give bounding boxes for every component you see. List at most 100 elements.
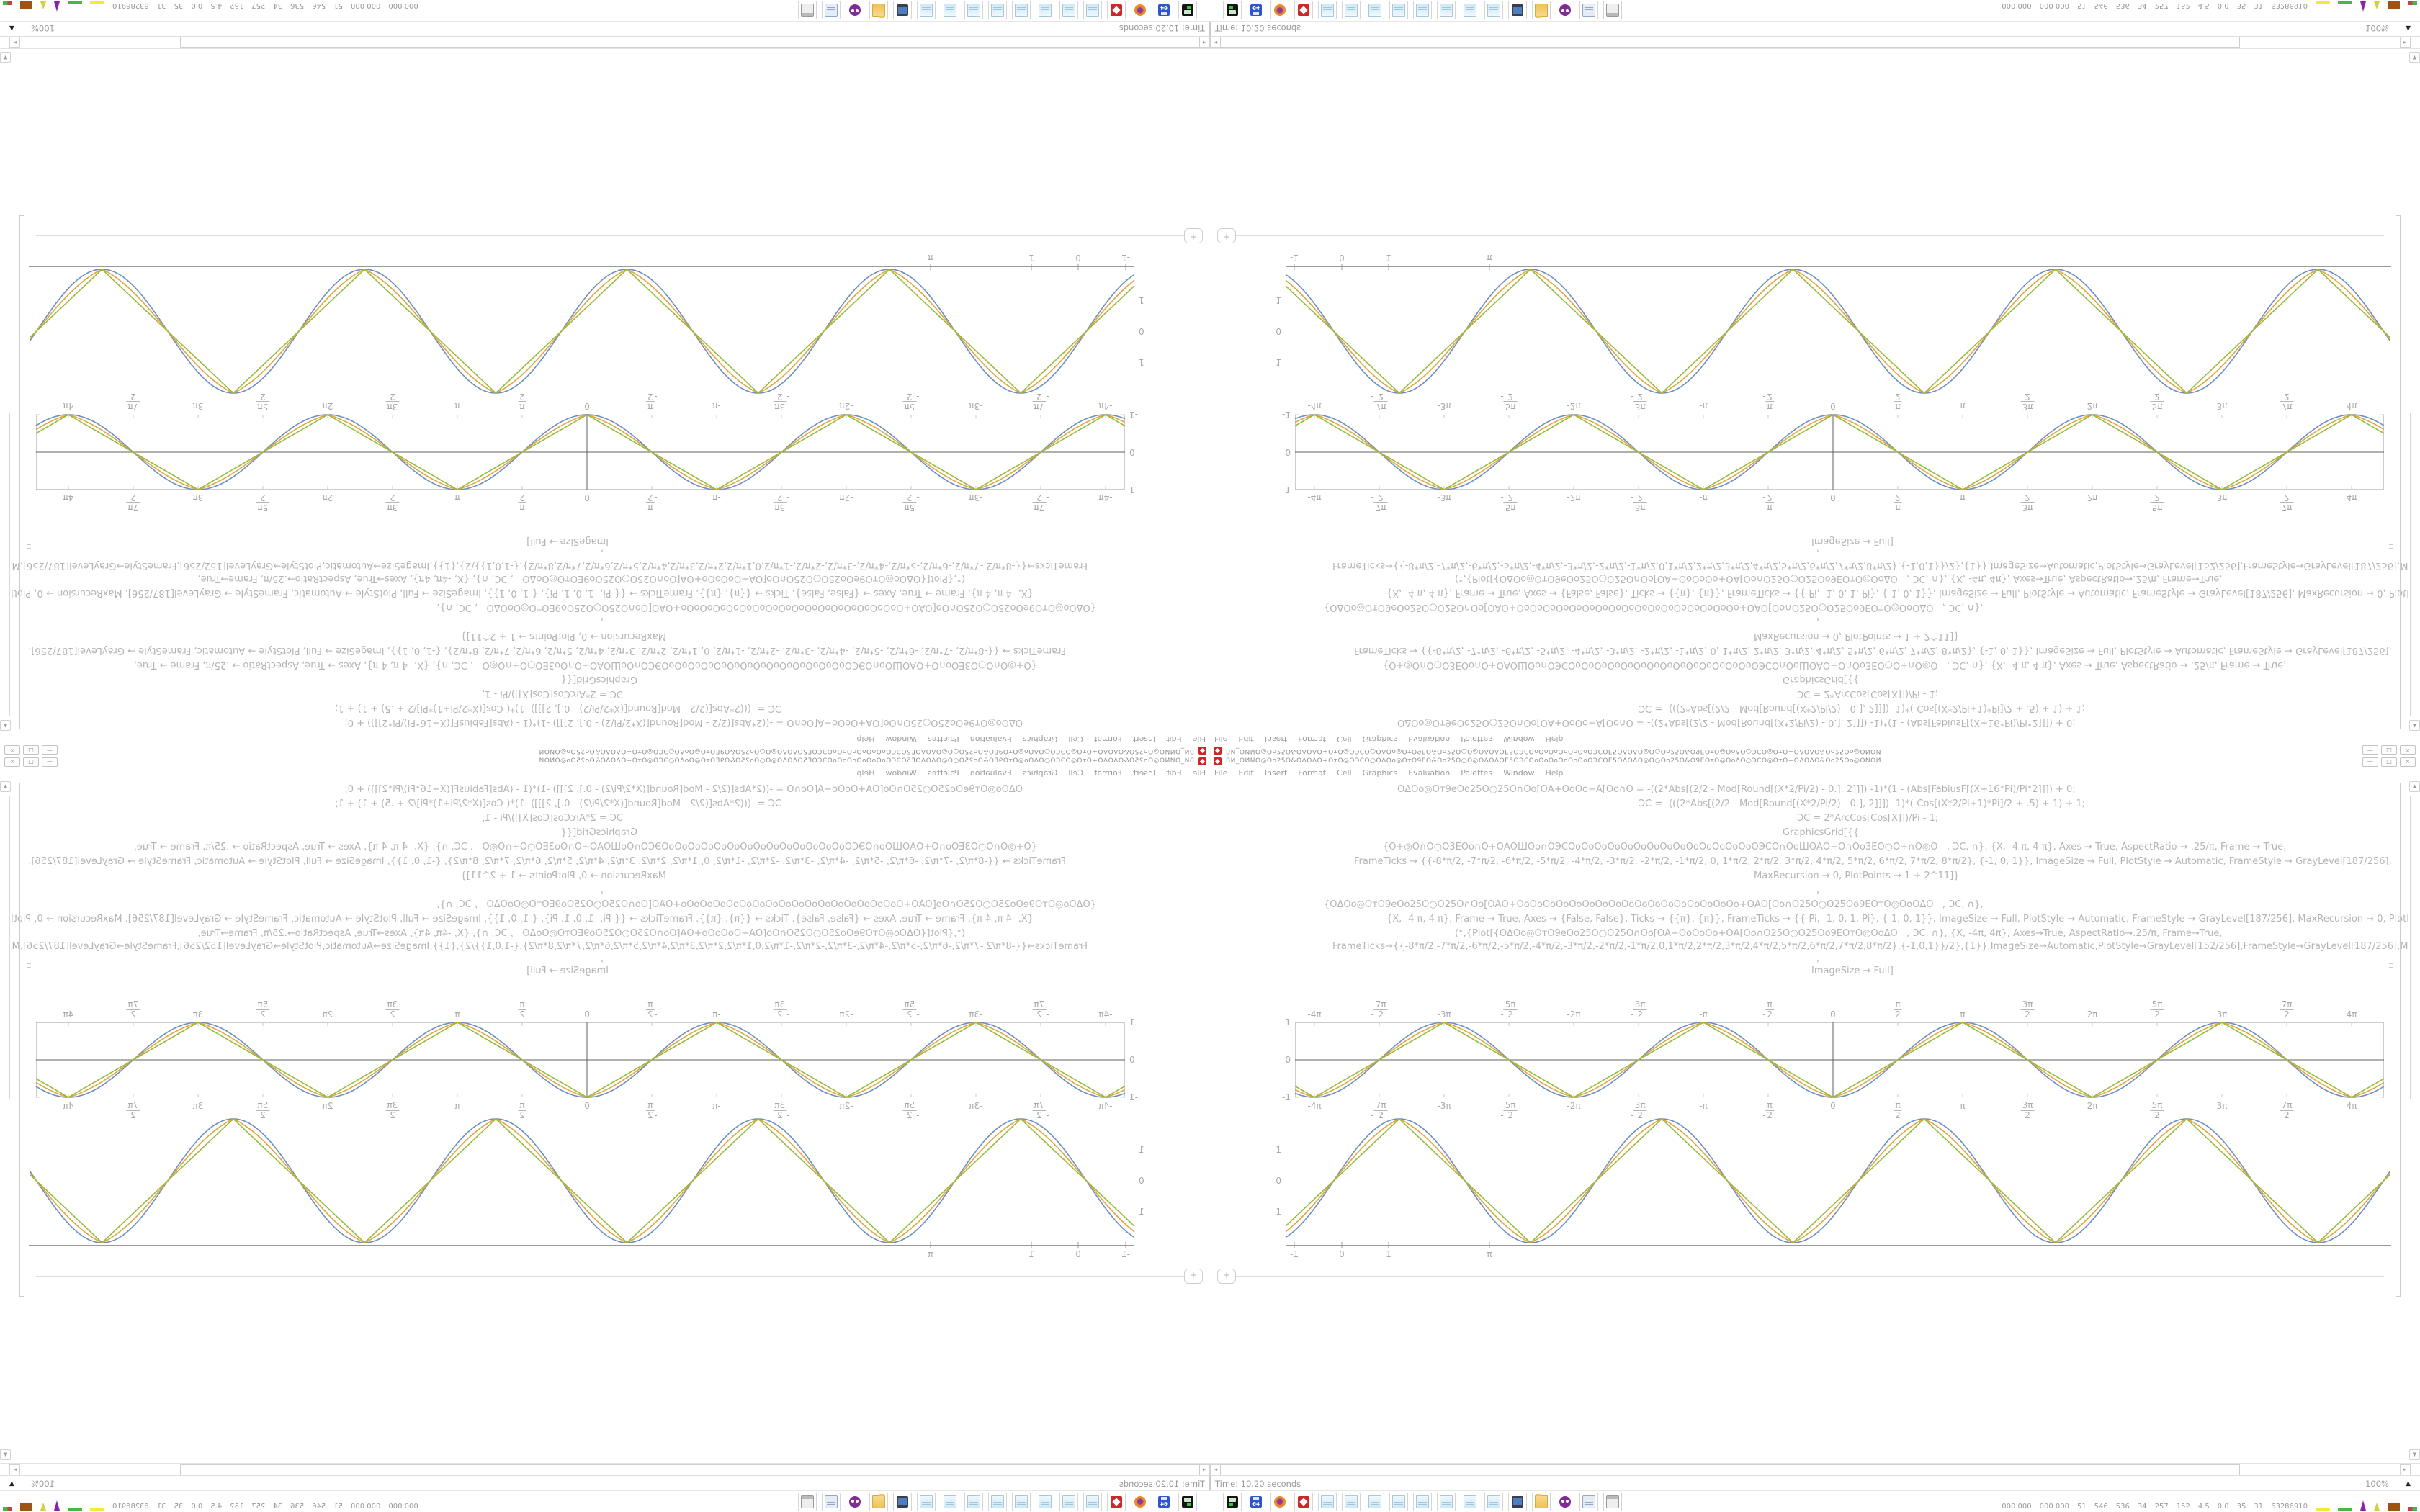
menu-item-help[interactable]: Help: [856, 734, 875, 744]
vertical-scrollbar[interactable]: ▲ ▼: [0, 778, 12, 1463]
restore-button[interactable]: □: [23, 745, 39, 755]
minimize-button[interactable]: —: [42, 757, 58, 767]
notepad-icon[interactable]: [1484, 1, 1503, 19]
code-line[interactable]: {О+◎О∩О○О3ЕОо∩О+ОΑОШОо∩ОЭСОоОоОоОоОоОоОо…: [133, 842, 1037, 852]
drive-monitor-icon[interactable]: [1178, 1493, 1197, 1511]
code-line[interactable]: {X, -4 π, 4 π}, Frame → True, Axes → {Fa…: [12, 914, 1034, 924]
code-line[interactable]: ƆC = -(((2*Abs[(2/2 - Mod[Round[(X*2/Pi/…: [334, 703, 781, 714]
mathematica-kernel-icon[interactable]: [1294, 1, 1313, 19]
floppy-64-icon[interactable]: [1247, 1493, 1265, 1511]
notepad-icon[interactable]: [1342, 1, 1361, 19]
computer-monitor-icon[interactable]: [893, 1, 912, 19]
code-line[interactable]: FrameTicks → {{-8*π/2, -7*π/2, -6*π/2, -…: [1354, 856, 2392, 867]
menu-item-edit[interactable]: Edit: [1238, 734, 1254, 744]
scroll-left-button[interactable]: ◄: [1199, 36, 1210, 48]
tray-olive-spike-icon[interactable]: [40, 1503, 46, 1511]
menu-item-palettes[interactable]: Palettes: [1461, 734, 1493, 744]
firefox-icon[interactable]: [1131, 1, 1150, 19]
folder-icon[interactable]: [869, 1, 888, 19]
restore-button[interactable]: □: [2381, 745, 2397, 755]
code-line[interactable]: GraphicsGrid[{{: [1783, 827, 1860, 838]
drive-monitor-icon[interactable]: [1223, 1, 1242, 19]
notepad-icon[interactable]: [1389, 1493, 1408, 1511]
code-line[interactable]: GraphicsGrid[{{: [560, 674, 637, 685]
cell-bracket-output[interactable]: [2389, 967, 2393, 1292]
notepad-icon[interactable]: [1437, 1493, 1456, 1511]
code-line[interactable]: {X, -4 π, 4 π}, Frame → True, Axes → {Fa…: [12, 588, 1034, 598]
scroll-left-button[interactable]: ◄: [1199, 1464, 1210, 1476]
tray-purple-spike-icon[interactable]: [2360, 1, 2366, 12]
notepad-icon[interactable]: [988, 1, 1007, 19]
title-bar[interactable]: ВИ_ОИNО◎Оо25О&ОΛОΔО+ОтО◎ОЭСО○ОΔОо◎ОтО9ЕО…: [0, 756, 1210, 767]
menu-item-graphics[interactable]: Graphics: [1022, 734, 1058, 744]
menu-item-format[interactable]: Format: [1298, 734, 1327, 744]
notepad-icon[interactable]: [1012, 1493, 1031, 1511]
vertical-scroll-thumb[interactable]: [1, 413, 10, 716]
notepad-icon[interactable]: [1413, 1493, 1432, 1511]
horizontal-scroll-thumb[interactable]: [180, 1464, 1200, 1476]
vertical-scroll-thumb[interactable]: [2410, 413, 2419, 716]
menu-item-edit[interactable]: Edit: [1166, 768, 1182, 778]
tray-mini-meter-icon[interactable]: [3, 1507, 12, 1511]
notepad-icon[interactable]: [1484, 1493, 1503, 1511]
zoom-popup-arrow-icon[interactable]: ▲: [9, 1480, 14, 1488]
notepad-icon[interactable]: [1413, 1, 1432, 19]
code-line[interactable]: {ОΔОо◎ОтО9еОо25О○О25О∩Оо[ОΑО+ОоОоОоОоОоО…: [1324, 602, 1984, 613]
tray-yellow-graph-icon[interactable]: [90, 1508, 104, 1511]
scroll-right-button[interactable]: ►: [9, 36, 20, 48]
tray-yellow-graph-icon[interactable]: [2316, 1508, 2330, 1511]
menu-item-file[interactable]: File: [1192, 734, 1206, 744]
scroll-down-button[interactable]: ▼: [0, 52, 11, 63]
menu-item-format[interactable]: Format: [1093, 768, 1122, 778]
notepad-icon[interactable]: [1059, 1, 1078, 19]
purple-app-icon[interactable]: [1556, 1, 1574, 19]
menu-item-evaluation[interactable]: Evaluation: [1408, 734, 1451, 744]
zoom-popup-arrow-icon[interactable]: ▲: [2406, 24, 2411, 32]
script-scroll-icon[interactable]: [822, 1, 841, 19]
menu-item-format[interactable]: Format: [1298, 768, 1327, 778]
cell-bracket-input[interactable]: [2389, 548, 2393, 729]
tray-yellow-graph-icon[interactable]: [90, 1, 104, 4]
code-line[interactable]: ,: [1816, 616, 1820, 627]
code-line[interactable]: FrameTicks→{{-8*π/2,-7*π/2,-6*π/2,-5*π/2…: [12, 941, 1088, 952]
floppy-64-icon[interactable]: [1155, 1493, 1173, 1511]
mathematica-kernel-icon[interactable]: [1107, 1493, 1126, 1511]
code-line[interactable]: {ОΔОо◎ОтО9еОо25О○О25О∩Оо[ОΑО+ОоОоОоОоОоО…: [1324, 899, 1984, 910]
close-button[interactable]: ×: [4, 745, 20, 755]
notepad-icon[interactable]: [1366, 1493, 1384, 1511]
code-line[interactable]: ,: [600, 616, 604, 627]
notepad-icon[interactable]: [1389, 1, 1408, 19]
notepad-icon[interactable]: [964, 1493, 983, 1511]
purple-app-icon[interactable]: [846, 1493, 864, 1511]
scroll-left-button[interactable]: ◄: [1210, 36, 1221, 48]
tray-green-graph-icon[interactable]: [68, 1, 82, 4]
scroll-up-button[interactable]: ▲: [2409, 720, 2420, 731]
insert-cell-button[interactable]: +: [1184, 228, 1203, 243]
minimize-button[interactable]: —: [2362, 757, 2378, 767]
menu-item-graphics[interactable]: Graphics: [1022, 768, 1058, 778]
code-line[interactable]: ƆC = -(((2*Abs[(2/2 - Mod[Round[(X*2/Pi/…: [334, 798, 781, 809]
menu-item-file[interactable]: File: [1214, 734, 1228, 744]
computer-monitor-icon[interactable]: [893, 1493, 912, 1511]
notepad-icon[interactable]: [1437, 1, 1456, 19]
zoom-level-label[interactable]: 100%: [31, 23, 55, 33]
code-line[interactable]: ImageSize → Full]: [526, 536, 609, 546]
window-app-icon[interactable]: [798, 1493, 817, 1511]
menu-item-graphics[interactable]: Graphics: [1362, 768, 1398, 778]
purple-app-icon[interactable]: [846, 1, 864, 19]
tray-mini-meter-icon[interactable]: [3, 1, 12, 5]
notepad-icon[interactable]: [1036, 1493, 1054, 1511]
menu-item-window[interactable]: Window: [885, 768, 917, 778]
menu-item-insert[interactable]: Insert: [1264, 734, 1288, 744]
cell-bracket-input[interactable]: [27, 783, 31, 964]
tray-olive-spike-icon[interactable]: [2374, 1, 2380, 9]
code-line[interactable]: FrameTicks→{{-8*π/2,-7*π/2,-6*π/2,-5*π/2…: [1332, 941, 2408, 952]
tray-green-graph-icon[interactable]: [2338, 1, 2352, 4]
code-line[interactable]: FrameTicks→{{-8*π/2,-7*π/2,-6*π/2,-5*π/2…: [1332, 560, 2408, 571]
horizontal-scroll-thumb[interactable]: [180, 36, 1200, 48]
cell-bracket-input[interactable]: [2389, 783, 2393, 964]
code-line[interactable]: (*,{Plot[{ОΔОо◎ОтО9еОо25О○О25О∩Оо[ОΑ+ОоО…: [197, 573, 966, 584]
menu-item-evaluation[interactable]: Evaluation: [969, 734, 1012, 744]
code-line[interactable]: FrameTicks → {{-8*π/2, -7*π/2, -6*π/2, -…: [28, 856, 1066, 867]
notepad-icon[interactable]: [1083, 1493, 1102, 1511]
